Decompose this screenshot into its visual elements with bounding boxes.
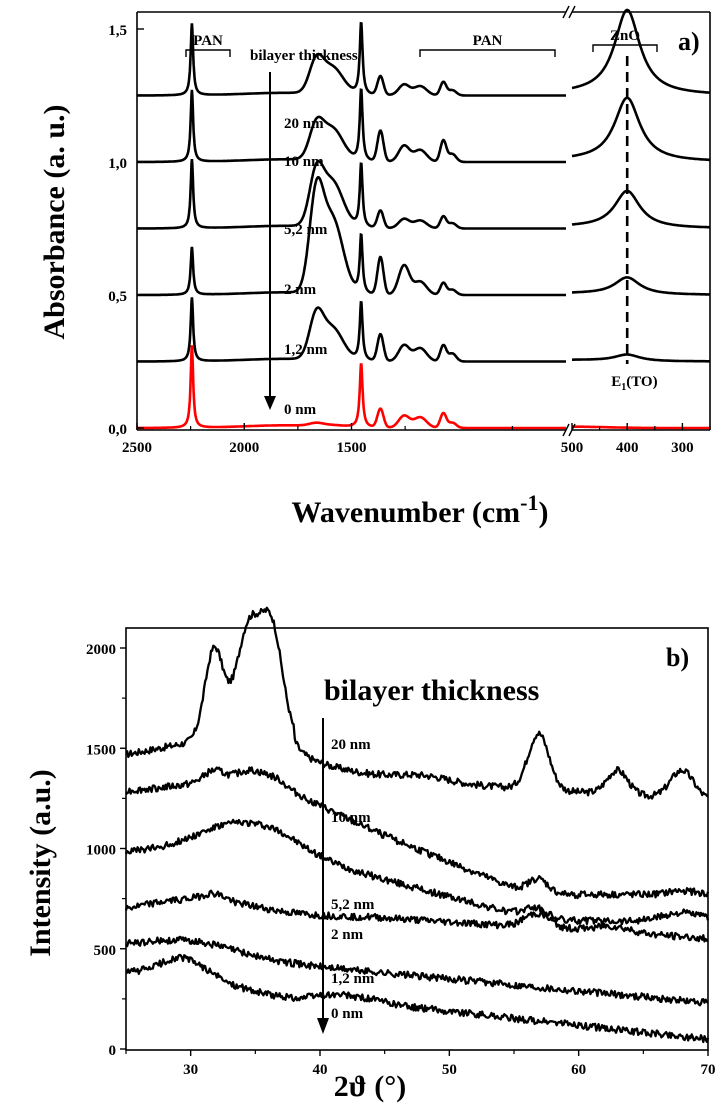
panel-a-xtick-label: 2500 <box>122 440 152 456</box>
panel-b-series-6-line <box>125 953 710 1044</box>
panel-b-ticks: 0 500 1000 1500 2000 30 40 50 60 70 <box>86 642 716 1078</box>
panel-a-label: a) <box>678 27 700 56</box>
axis-break-mark <box>562 423 570 437</box>
panel-a-annotation-title: bilayer thickness <box>250 48 358 64</box>
panel-b-series-label: 20 nm <box>331 737 371 753</box>
panel-a-ytick-label: 0,0 <box>108 422 127 438</box>
series-1-zno-line <box>571 8 710 94</box>
bracket-label-1: PAN <box>193 33 223 49</box>
panel-b-ytick-label: 2000 <box>86 642 116 658</box>
panel-a-series-label: 5,2 nm <box>284 222 328 238</box>
mode-label-rest: (TO) <box>626 374 657 390</box>
panel-a: 0,0 0,5 1,0 1,5 2500 2000 1500 500 400 300 20 nm 1… <box>38 5 711 529</box>
panel-a-ytick-label: 1,5 <box>108 23 127 39</box>
panel-a-series-label: 10 nm <box>284 154 324 170</box>
panel-b-series-2-line <box>125 766 710 900</box>
bracket <box>185 49 231 57</box>
panel-a-axes <box>136 5 711 437</box>
panel-a-xtick-label: 300 <box>671 440 694 456</box>
panel-b-ylabel: Intensity (a.u.) <box>24 769 57 957</box>
panel-b-ytick-label: 1500 <box>86 742 116 758</box>
panel-a-xlabel-sup: -1 <box>520 490 538 515</box>
panel-b-axes <box>125 627 709 1051</box>
panel-a-xlabel-main: Wavenumber (cm <box>292 496 521 529</box>
panel-b-series-labels: 20 nm 10 nm 5,2 nm 2 nm 1,2 nm 0 nm <box>317 718 375 1034</box>
series-4-zno-line <box>572 276 710 296</box>
panel-a-ytick-label: 0,5 <box>108 289 127 305</box>
panel-a-xtick-label: 1500 <box>337 440 367 456</box>
series-2-zno-line <box>571 96 711 162</box>
panel-b-series-label: 1,2 nm <box>331 971 375 987</box>
bracket-label-3: ZnO <box>610 28 640 44</box>
panel-a-series-label: 1,2 nm <box>284 342 328 358</box>
panel-b-series-3-line <box>124 818 710 926</box>
panel-b-frame <box>125 627 709 1051</box>
panel-a-series-label: 2 nm <box>284 282 317 298</box>
panel-b-arrow-head <box>317 1018 329 1034</box>
panel-a-xlabel-close: ) <box>538 496 548 529</box>
panel-a-series-label: 20 nm <box>284 116 324 132</box>
panel-b-series-4-line <box>124 889 709 943</box>
panel-b-title-annotation: bilayer thickness <box>324 674 539 707</box>
panel-a-series-label: 0 nm <box>284 402 317 418</box>
panel-b-xtick-label: 60 <box>571 1062 586 1078</box>
axis-break-mark <box>568 5 576 19</box>
panel-b-ytick-label: 500 <box>94 943 117 959</box>
panel-b: 0 500 1000 1500 2000 30 40 50 60 70 20 nm 10 nm 5,2… <box>24 606 716 1103</box>
panel-a-xtick-label: 400 <box>616 440 639 456</box>
panel-b-ytick-label: 0 <box>109 1043 117 1059</box>
panel-b-series-label: 10 nm <box>331 810 371 826</box>
series-1-pan-line <box>137 21 566 97</box>
panel-b-series-5-line <box>125 935 709 1007</box>
panel-b-series-label: 2 nm <box>331 927 364 943</box>
bracket <box>419 49 556 57</box>
panel-b-ytick-label: 1000 <box>86 843 116 859</box>
panel-a-ylabel: Absorbance (a. u.) <box>38 104 71 339</box>
panel-a-xlabel: Wavenumber (cm-1) <box>292 490 549 529</box>
panel-a-xtick-label: 500 <box>561 440 584 456</box>
panel-b-xtick-label: 40 <box>313 1062 328 1078</box>
series-6-pan-line <box>137 345 566 430</box>
panel-b-curves <box>124 606 710 1044</box>
panel-a-xtick-label: 2000 <box>229 440 259 456</box>
series-3-pan-line <box>137 159 566 230</box>
panel-b-xtick-label: 70 <box>701 1062 716 1078</box>
axis-break-mark <box>562 5 570 19</box>
panel-b-series-1-line <box>125 606 709 800</box>
series-5-pan-line <box>137 297 566 363</box>
series-3-zno-line <box>571 189 710 229</box>
bracket <box>592 44 658 52</box>
panel-a-ytick-label: 1,0 <box>108 156 127 172</box>
panel-b-series-label: 0 nm <box>331 1006 364 1022</box>
panel-b-xtick-label: 50 <box>442 1062 457 1078</box>
mode-label-sub: 1 <box>621 382 626 393</box>
panel-a-annotations: bilayer thickness PAN PAN ZnO E1(TO) <box>185 28 658 410</box>
mode-label-main: E <box>611 374 621 390</box>
panel-b-xlabel: 2ϑ (°) <box>334 1070 406 1103</box>
series-6-zno-line <box>572 425 710 430</box>
mode-label: E1(TO) <box>611 374 657 393</box>
series-4-pan-line <box>137 176 566 297</box>
panel-a-curves <box>137 8 711 430</box>
panel-b-label: b) <box>666 643 689 672</box>
panel-a-series-labels: 20 nm 10 nm 5,2 nm 2 nm 1,2 nm 0 nm <box>284 116 328 418</box>
panel-b-series-label: 5,2 nm <box>331 897 375 913</box>
series-5-zno-line <box>572 353 710 363</box>
panel-b-xtick-label: 30 <box>183 1062 198 1078</box>
panel-a-arrow-head <box>264 396 276 410</box>
bracket-label-2: PAN <box>473 33 503 49</box>
series-2-pan-line <box>137 88 566 164</box>
panel-a-ticks: 0,0 0,5 1,0 1,5 2500 2000 1500 500 400 300 <box>108 23 711 456</box>
